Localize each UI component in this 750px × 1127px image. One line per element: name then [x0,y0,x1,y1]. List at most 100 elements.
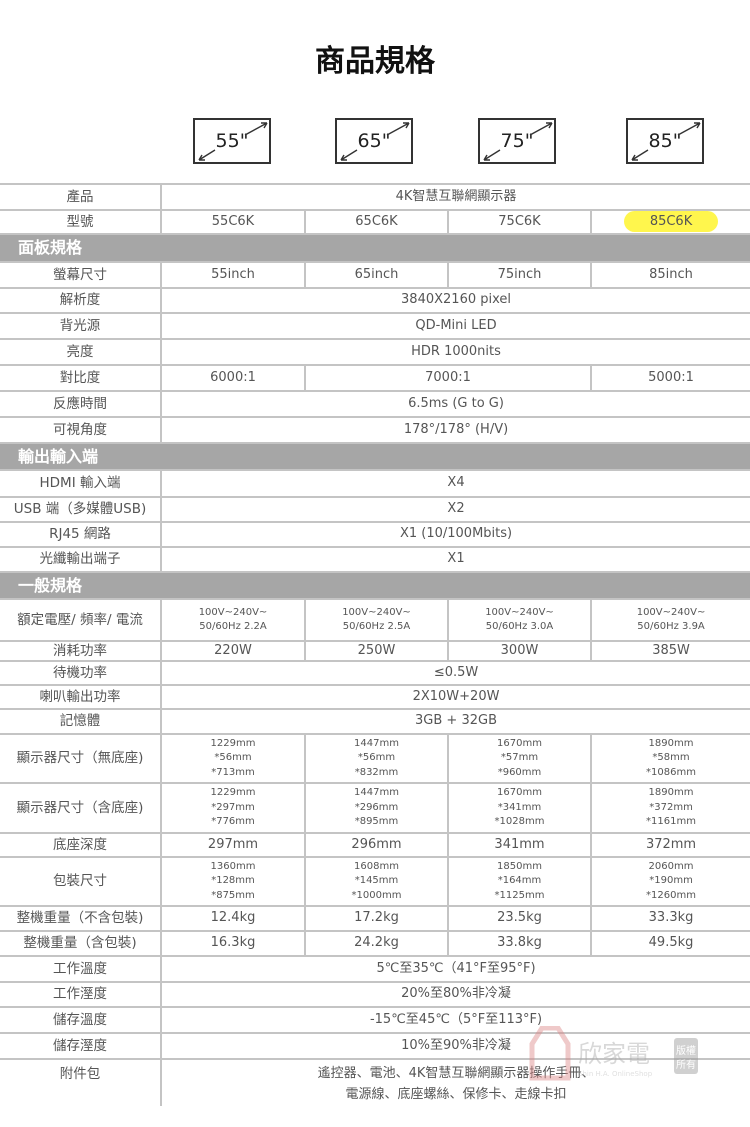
row-label: 待機功率 [0,660,161,685]
spec-cell: 341mm [447,832,591,857]
table-row: 型號 55C6K 65C6K 75C6K 85C6K [0,209,750,234]
table-row: 反應時間 6.5ms (G to G) [0,390,750,417]
cell-line: *713mm [211,766,255,778]
spec-cell: 遙控器、電池、4K智慧互聯網顯示器操作手冊、 電源線、底座螺絲、保修卡、走線卡扣 [159,1058,750,1106]
table-row: 螢幕尺寸 55inch 65inch 75inch 85inch [0,261,750,288]
diagonal-arrow-icon [483,122,553,161]
cell-line: *776mm [211,816,255,828]
table-row: 底座深度 297mm 296mm 341mm 372mm [0,832,750,857]
spec-cell: 75inch [447,261,591,288]
cell-line: 1850mm [497,860,542,872]
cell-line: *1161mm [646,816,696,828]
row-label: USB 端（多媒體USB) [0,496,161,522]
spec-cell: 2X10W+20W [159,684,750,709]
row-label: 工作溫度 [0,955,161,982]
spec-cell: 100V~240V~ 50/60Hz 2.5A [304,598,448,641]
spec-cell: 33.8kg [447,930,591,956]
cell-line: 2060mm [648,860,694,872]
spec-cell: 1447mm *296mm *895mm [304,782,448,833]
table-row: 光纖輸出端子 X1 [0,546,750,572]
row-label: 亮度 [0,338,161,365]
table-row: 亮度 HDR 1000nits [0,338,750,365]
row-label: 型號 [0,209,161,234]
cell-line: *1125mm [494,889,545,901]
table-row: 對比度 6000:1 7000:1 5000:1 [0,364,750,391]
spec-cell: 1670mm *57mm *960mm [447,733,591,783]
row-label: 產品 [0,183,161,210]
screen-size-55-icon: 55" [193,118,271,164]
table-row: 消耗功率 220W 250W 300W 385W [0,640,750,661]
spec-cell: 24.2kg [304,930,448,956]
spec-cell: 250W [304,640,448,661]
cell-line: *875mm [211,889,255,901]
cell-line: 電源線、底座螺絲、保修卡、走線卡扣 [345,1086,567,1102]
spec-cell: 1608mm *145mm *1000mm [304,856,448,906]
table-row: 喇叭輸出功率 2X10W+20W [0,684,750,709]
spec-cell: 297mm [160,832,305,857]
cell-line: *1000mm [351,889,402,901]
spec-cell: 300W [447,640,591,661]
table-row: 包裝尺寸 1360mm *128mm *875mm 1608mm *145mm *1000m… [0,856,750,906]
spec-cell: 372mm [589,832,750,857]
cell-line: 1229mm [210,787,256,799]
cell-line: 1670mm [497,737,542,749]
spec-cell: 20%至80%非冷凝 [159,981,750,1007]
spec-cell: 75C6K [447,209,591,234]
spec-cell: 100V~240V~ 50/60Hz 3.9A [589,598,750,641]
row-label: 包裝尺寸 [0,856,161,906]
cell-line: *296mm [354,801,399,813]
row-label: 解析度 [0,287,161,313]
spec-cell: 5000:1 [589,364,750,391]
cell-line: *1086mm [646,766,696,778]
page-title: 商品規格 [315,44,435,79]
spec-cell: 6.5ms (G to G) [159,390,750,417]
spec-cell: 1890mm *372mm *1161mm [589,782,750,833]
diagonal-arrow-icon [631,122,701,161]
section-title: 輸出輸入端 [0,442,750,470]
cell-line: 1670mm [497,787,542,799]
table-row: RJ45 網路 X1 (10/100Mbits) [0,521,750,547]
cell-line: *56mm [214,752,252,764]
spec-cell: 3840X2160 pixel [159,287,750,313]
cell-line: *56mm [357,752,396,764]
cell-line: *895mm [354,816,399,828]
row-label: 背光源 [0,312,161,339]
spec-cell: 100V~240V~ 50/60Hz 2.2A [160,598,305,641]
cell-line: 100V~240V~ [342,606,411,618]
cell-line: 50/60Hz 2.2A [199,621,267,632]
cell-line: 50/60Hz 2.5A [342,621,411,632]
table-row: 可視角度 178°/178° (H/V) [0,416,750,443]
spec-cell: 385W [589,640,750,661]
cell-line: *832mm [354,766,399,778]
table-row: 顯示器尺寸（無底座) 1229mm *56mm *713mm 1447mm *56mm *8… [0,733,750,783]
spec-cell: X2 [159,496,750,522]
row-label: 顯示器尺寸（無底座) [0,733,161,783]
row-label: 儲存溼度 [0,1032,161,1059]
spec-cell: X1 (10/100Mbits) [159,521,750,547]
row-label: 喇叭輸出功率 [0,684,161,709]
svg-text:Shin H.A. OnlineShop: Shin H.A. OnlineShop [578,1070,653,1078]
size-label: 85" [648,130,682,152]
spec-cell: 33.3kg [589,905,750,931]
cell-line: *58mm [652,752,690,764]
row-label: RJ45 網路 [0,521,161,547]
row-label: HDMI 輸入端 [0,469,161,497]
row-label: 額定電壓/ 頻率/ 電流 [0,598,161,641]
row-label: 整機重量（不含包裝) [0,905,161,931]
cell-line: 100V~240V~ [198,606,268,618]
cell-line: 1360mm [210,860,256,872]
cell-line: 1890mm [648,737,694,749]
row-label: 底座深度 [0,832,161,857]
spec-cell: 178°/178° (H/V) [159,416,750,443]
table-row: 儲存溫度 -15℃至45℃（5°F至113°F) [0,1006,750,1033]
screen-size-85-icon: 85" [626,118,704,164]
spec-cell: 1850mm *164mm *1125mm [447,856,591,906]
spec-cell: 2060mm *190mm *1260mm [589,856,750,906]
spec-cell: ≤0.5W [159,660,750,685]
spec-cell: 100V~240V~ 50/60Hz 3.0A [447,598,591,641]
table-row: 背光源 QD-Mini LED [0,312,750,339]
section-header: 一般規格 [0,571,750,599]
cell-line: *57mm [500,752,539,764]
row-label: 光纖輸出端子 [0,546,161,572]
spec-cell: 296mm [304,832,448,857]
